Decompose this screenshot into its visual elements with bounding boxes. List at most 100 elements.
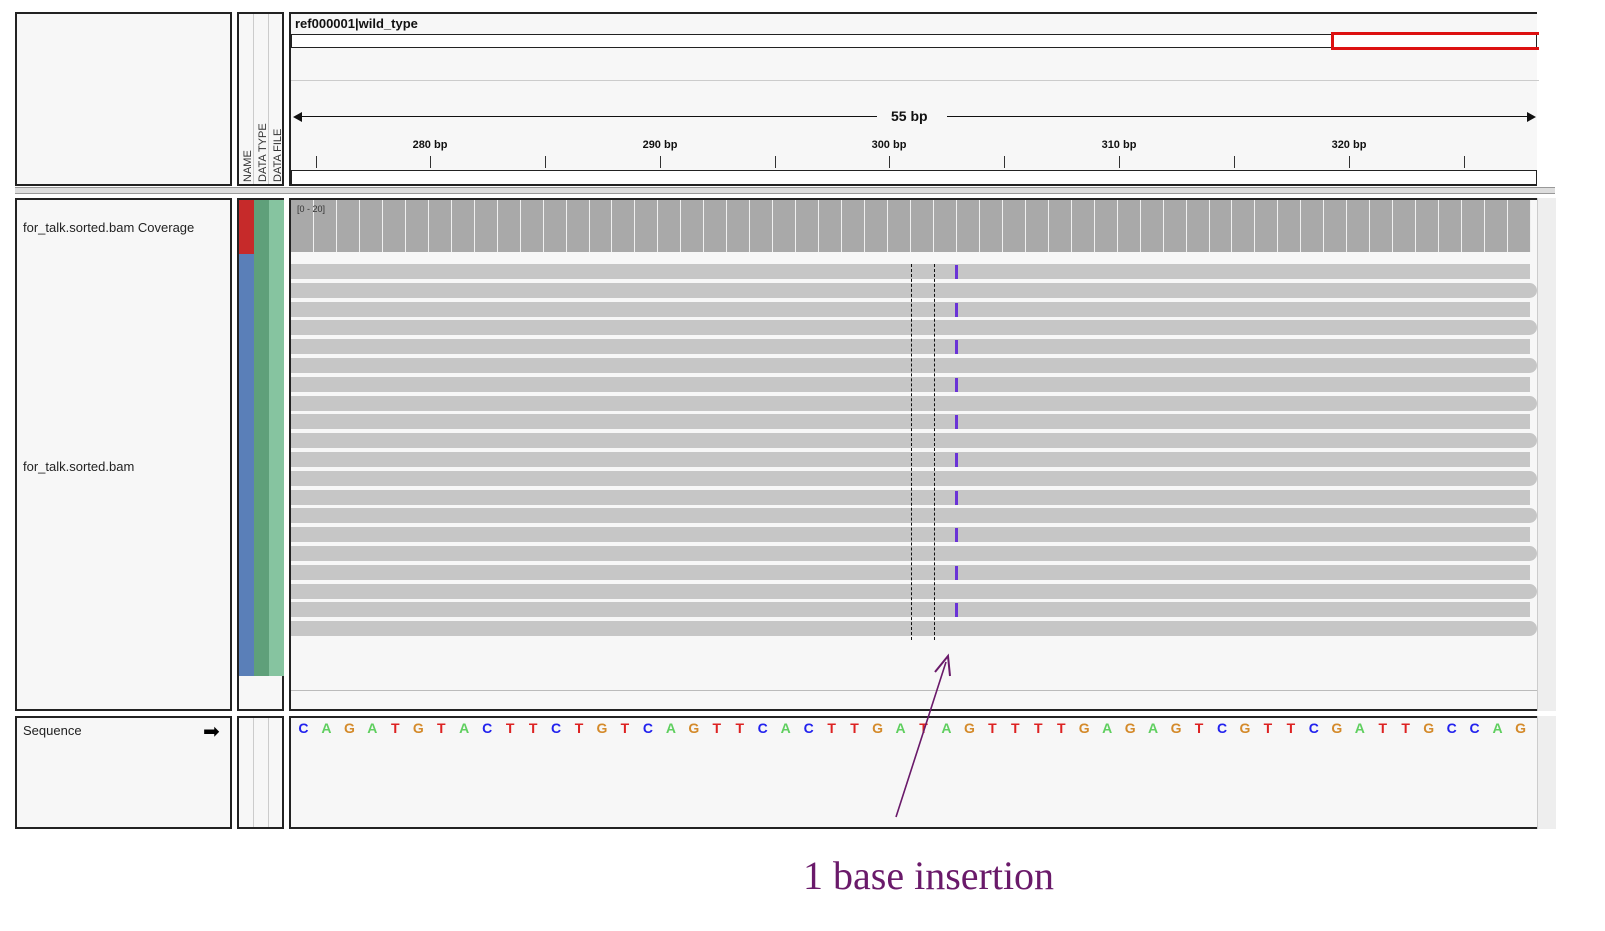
coverage-bar[interactable] <box>819 200 843 252</box>
attr-data-type[interactable] <box>254 200 269 676</box>
read[interactable] <box>291 508 1537 524</box>
sequence-track-name[interactable]: Sequence <box>23 723 82 738</box>
insertion-marker[interactable] <box>955 453 958 467</box>
read[interactable] <box>291 358 1537 373</box>
insertion-marker[interactable] <box>955 340 958 355</box>
coverage-track-name[interactable]: for_talk.sorted.bam Coverage <box>23 220 195 235</box>
coverage-bar[interactable] <box>1370 200 1394 252</box>
insertion-marker[interactable] <box>955 415 958 430</box>
coverage-bar[interactable] <box>1094 200 1118 252</box>
coverage-bar[interactable] <box>313 200 337 252</box>
coverage-bar[interactable] <box>1347 200 1371 252</box>
coverage-bar[interactable] <box>933 200 957 252</box>
coverage-bar[interactable] <box>1002 200 1026 252</box>
insertion-marker[interactable] <box>955 265 958 279</box>
coverage-bar[interactable] <box>842 200 866 252</box>
coverage-bar[interactable] <box>1485 200 1509 252</box>
read[interactable] <box>291 264 1530 279</box>
data-scrollbar[interactable] <box>1537 198 1556 711</box>
coverage-bar[interactable] <box>681 200 705 252</box>
coverage-bar[interactable] <box>1048 200 1072 252</box>
coverage-bar[interactable] <box>612 200 636 252</box>
coverage-bar[interactable] <box>451 200 475 252</box>
attr-data-file[interactable] <box>269 200 284 676</box>
alignment-track[interactable] <box>291 264 1539 644</box>
coverage-bar[interactable] <box>1025 200 1049 252</box>
insertion-marker[interactable] <box>955 490 958 505</box>
coverage-track[interactable] <box>291 200 1531 254</box>
read[interactable] <box>291 414 1530 430</box>
coverage-bar[interactable] <box>497 200 521 252</box>
read[interactable] <box>291 470 1537 486</box>
coverage-bar[interactable] <box>1324 200 1348 252</box>
coverage-bar[interactable] <box>1508 200 1531 252</box>
insertion-marker[interactable] <box>955 302 958 317</box>
coverage-bar[interactable] <box>1186 200 1210 252</box>
read[interactable] <box>291 564 1530 580</box>
insertion-marker[interactable] <box>955 528 958 543</box>
coverage-bar[interactable] <box>1393 200 1417 252</box>
coverage-bar[interactable] <box>773 200 797 252</box>
coverage-bar[interactable] <box>291 200 314 252</box>
coverage-bar[interactable] <box>1140 200 1164 252</box>
coverage-bar[interactable] <box>1117 200 1141 252</box>
insertion-marker[interactable] <box>955 565 958 580</box>
coverage-bar[interactable] <box>1416 200 1440 252</box>
read[interactable] <box>291 489 1530 505</box>
read[interactable] <box>291 282 1537 298</box>
current-view-box[interactable] <box>1331 32 1539 50</box>
coverage-bar[interactable] <box>704 200 728 252</box>
coverage-bar[interactable] <box>635 200 659 252</box>
coverage-bar[interactable] <box>1439 200 1463 252</box>
coverage-bar[interactable] <box>888 200 911 252</box>
chromosome-label[interactable]: ref000001|wild_type <box>295 16 418 31</box>
alignment-track-name[interactable]: for_talk.sorted.bam <box>23 459 135 474</box>
coverage-bar[interactable] <box>1071 200 1095 252</box>
read[interactable] <box>291 339 1530 355</box>
strand-arrow-icon[interactable]: ➡ <box>203 721 220 743</box>
read[interactable] <box>291 621 1537 637</box>
read[interactable] <box>291 320 1537 336</box>
insertion-marker[interactable] <box>955 603 958 618</box>
attr-coverage-name[interactable] <box>239 200 254 254</box>
coverage-bar[interactable] <box>1278 200 1302 252</box>
coverage-bar[interactable] <box>336 200 360 252</box>
coverage-bar[interactable] <box>979 200 1003 252</box>
read[interactable] <box>291 527 1530 543</box>
read[interactable] <box>291 602 1530 618</box>
read[interactable] <box>291 452 1530 467</box>
coverage-bar[interactable] <box>727 200 751 252</box>
panel-divider[interactable] <box>15 187 1555 194</box>
coverage-bar[interactable] <box>382 200 406 252</box>
insertion-marker[interactable] <box>955 377 958 392</box>
read[interactable] <box>291 433 1537 449</box>
read[interactable] <box>291 583 1537 599</box>
coverage-bar[interactable] <box>1163 200 1187 252</box>
coverage-bar[interactable] <box>658 200 682 252</box>
coverage-bar[interactable] <box>911 200 934 252</box>
attr-alignment-name[interactable] <box>239 254 254 676</box>
sequence-scrollbar[interactable] <box>1537 716 1556 829</box>
coverage-bar[interactable] <box>1232 200 1256 252</box>
read[interactable] <box>291 395 1537 411</box>
coverage-bar[interactable] <box>796 200 820 252</box>
coverage-bar[interactable] <box>865 200 889 252</box>
read[interactable] <box>291 546 1537 561</box>
chromosome-ideogram[interactable] <box>291 34 1537 48</box>
read[interactable] <box>291 301 1530 317</box>
read[interactable] <box>291 376 1530 392</box>
coverage-bar[interactable] <box>1209 200 1233 252</box>
coverage-bar[interactable] <box>956 200 980 252</box>
coverage-bar[interactable] <box>1255 200 1279 252</box>
coverage-bar[interactable] <box>589 200 613 252</box>
coverage-bar[interactable] <box>428 200 452 252</box>
coverage-bar[interactable] <box>1462 200 1486 252</box>
coverage-bar[interactable] <box>1301 200 1325 252</box>
coverage-bar[interactable] <box>405 200 429 252</box>
coverage-bar[interactable] <box>543 200 567 252</box>
coverage-bar[interactable] <box>474 200 498 252</box>
coverage-bar[interactable] <box>359 200 383 252</box>
coverage-bar[interactable] <box>566 200 590 252</box>
coverage-bar[interactable] <box>750 200 774 252</box>
